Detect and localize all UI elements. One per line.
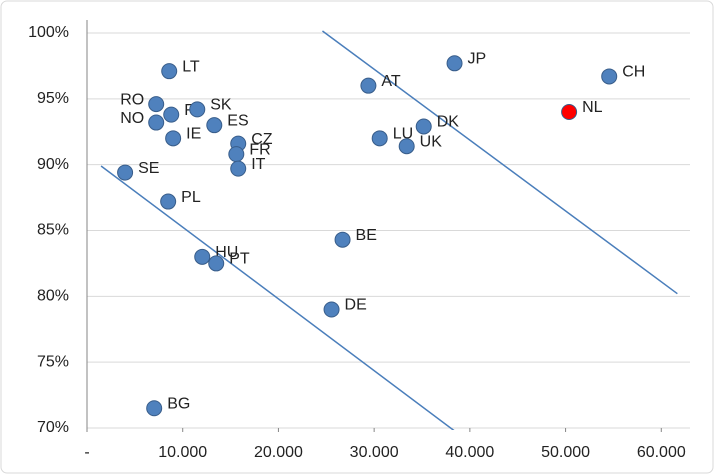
point xyxy=(446,55,463,72)
x-tick-label: 20.000 xyxy=(254,444,303,461)
point-label: SK xyxy=(210,97,232,114)
point-label: BE xyxy=(356,227,377,244)
point-label: AT xyxy=(381,73,400,90)
point-label: DK xyxy=(437,114,460,131)
x-tick-label: 40.000 xyxy=(445,444,494,461)
point xyxy=(561,104,578,120)
point xyxy=(148,114,165,131)
point xyxy=(601,68,618,85)
point xyxy=(230,160,247,177)
trend-line xyxy=(100,165,455,430)
point xyxy=(148,96,165,113)
point-label: NL xyxy=(582,99,603,116)
point xyxy=(415,118,432,135)
point-label: IT xyxy=(251,156,265,173)
point-label: FR xyxy=(249,141,270,158)
point xyxy=(206,117,223,134)
y-tick-label: 95% xyxy=(37,90,69,107)
trend-line xyxy=(322,30,678,295)
point-label: DE xyxy=(345,297,367,314)
point-label: PL xyxy=(181,189,201,206)
point xyxy=(146,400,163,417)
point xyxy=(371,130,388,147)
point xyxy=(208,255,225,272)
point-label: NO xyxy=(120,110,144,127)
point-label: ES xyxy=(227,112,248,129)
point xyxy=(194,248,211,265)
y-tick-label: 75% xyxy=(37,353,69,370)
point xyxy=(228,146,245,163)
point xyxy=(334,231,351,248)
x-tick-label: 50.000 xyxy=(541,444,590,461)
point xyxy=(117,164,134,181)
point-label: CH xyxy=(622,64,645,81)
point-label: IE xyxy=(186,126,201,143)
point xyxy=(160,193,177,210)
y-tick-label: 70% xyxy=(37,419,69,436)
x-tick-label: 10.000 xyxy=(158,444,207,461)
y-tick-label: 90% xyxy=(37,156,69,173)
point xyxy=(398,138,415,155)
point-label: SE xyxy=(138,160,159,177)
point xyxy=(161,63,178,80)
y-tick-label: 85% xyxy=(37,222,69,239)
point-label: HU xyxy=(215,244,238,261)
point xyxy=(360,77,377,94)
point xyxy=(165,130,182,147)
point-label: CZ xyxy=(251,131,273,148)
point-label: BG xyxy=(167,395,190,412)
y-tick-label: 80% xyxy=(37,288,69,305)
point-label: LU xyxy=(393,126,413,143)
point xyxy=(189,101,206,118)
x-tick-label: 30.000 xyxy=(350,444,399,461)
x-tick-label: - xyxy=(84,444,89,461)
x-tick-label: 60.000 xyxy=(637,444,686,461)
point xyxy=(163,106,180,123)
point-label: UK xyxy=(420,133,443,150)
y-tick-label: 100% xyxy=(28,24,69,41)
point-label: RO xyxy=(120,91,144,108)
point-label: JP xyxy=(468,51,487,68)
point-label: LT xyxy=(182,58,200,75)
point-label: PT xyxy=(229,251,250,268)
point xyxy=(323,301,340,318)
